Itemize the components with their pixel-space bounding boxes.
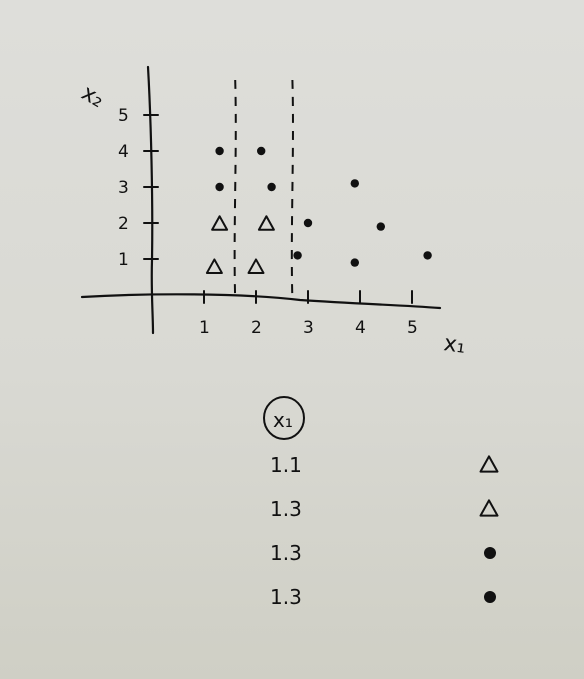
x-axis-line <box>80 293 442 310</box>
triangle-point <box>211 215 229 231</box>
x-tick-label: 1 <box>199 318 210 338</box>
y-tick-label: 2 <box>118 214 129 234</box>
table-row-triangle <box>479 455 499 473</box>
scatter-plot: x₁ x₂ 1 2 3 4 5 1 2 3 4 5 <box>77 65 467 359</box>
split-lines <box>233 79 294 301</box>
table-row-dot <box>484 547 496 559</box>
dot-point <box>350 258 359 267</box>
triangle-point <box>257 215 275 231</box>
triangle-point <box>205 258 223 274</box>
table-header: x₁ <box>273 408 293 432</box>
x-tick-label: 3 <box>303 318 314 338</box>
x-tick-group: 1 2 3 4 5 <box>199 290 418 338</box>
table-row-value: 1.3 <box>270 541 302 565</box>
table-row-triangle <box>479 499 499 517</box>
value-table: x₁ 1.1 1.3 1.3 1.3 <box>263 396 499 609</box>
dot-point <box>423 251 432 260</box>
y-axis-line <box>146 65 155 335</box>
y-tick-label: 5 <box>118 106 129 126</box>
x-tick-label: 2 <box>251 318 262 338</box>
y-tick-label: 4 <box>118 142 129 162</box>
table-row-value: 1.3 <box>270 497 302 521</box>
dot-point <box>303 218 313 228</box>
table-row-value: 1.3 <box>270 585 302 609</box>
dot-point <box>215 182 224 192</box>
split-line <box>290 79 294 301</box>
y-tick-group: 1 2 3 4 5 <box>118 106 159 270</box>
dot-point <box>257 146 266 156</box>
x-axis-label: x₁ <box>442 331 467 359</box>
split-line <box>233 79 237 301</box>
dot-point <box>215 146 224 156</box>
data-points <box>205 146 432 274</box>
y-tick-label: 1 <box>118 250 129 270</box>
dot-point <box>350 179 359 188</box>
table-rows: 1.1 1.3 1.3 1.3 <box>270 453 499 609</box>
dot-point <box>267 182 276 192</box>
dot-point <box>376 222 385 231</box>
y-axis-label: x₂ <box>77 81 108 114</box>
table-row-dot <box>484 591 496 603</box>
header-circle <box>263 396 305 440</box>
triangle-point <box>247 258 265 274</box>
dot-point <box>293 251 302 260</box>
x-tick-label: 5 <box>407 318 418 338</box>
table-row-value: 1.1 <box>270 453 302 477</box>
x-tick-label: 4 <box>355 318 366 338</box>
y-tick-label: 3 <box>118 178 129 198</box>
